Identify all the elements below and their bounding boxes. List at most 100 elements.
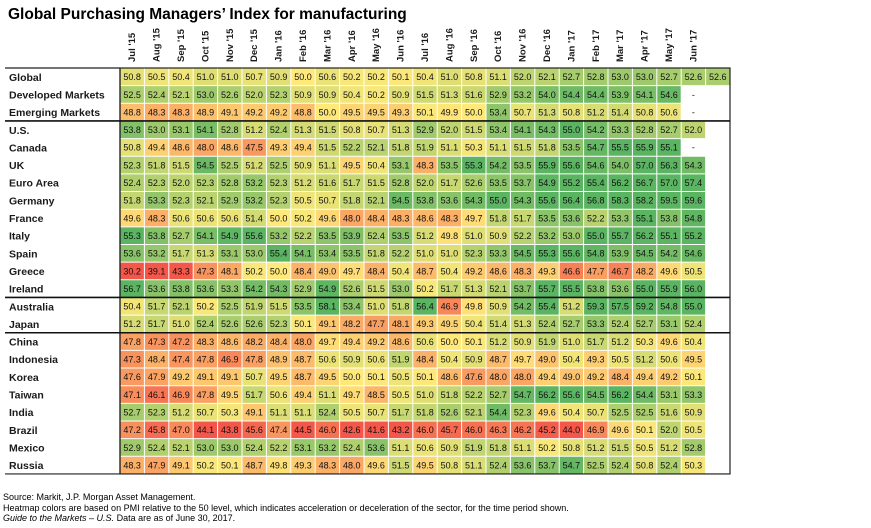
cell-value: 50.5 — [685, 266, 703, 276]
heatmap-cell — [437, 191, 462, 210]
cell-value: 51.8 — [416, 407, 434, 417]
cell-value: 55.5 — [611, 143, 629, 153]
cell-value: 51.8 — [489, 443, 507, 453]
heatmap-cell — [120, 297, 145, 316]
heatmap-cell — [193, 85, 218, 104]
heatmap-cell — [364, 68, 389, 86]
cell-value: 54.1 — [514, 125, 532, 135]
heatmap-cell — [339, 385, 364, 404]
cell-value: 52.5 — [636, 407, 654, 417]
heatmap-cell — [120, 385, 145, 404]
heatmap-cell — [315, 279, 340, 298]
heatmap-cell — [632, 191, 657, 210]
heatmap-cell — [583, 368, 608, 386]
heatmap-cell — [681, 438, 706, 457]
column-label: Feb '16 — [298, 30, 309, 62]
heatmap-cell — [168, 120, 194, 139]
heatmap-cell — [266, 120, 291, 139]
cell-value: 55.6 — [538, 196, 556, 206]
cell-value: 49.2 — [245, 107, 263, 117]
heatmap-cell — [242, 156, 267, 174]
heatmap-cell — [486, 244, 511, 263]
cell-value: 53.3 — [611, 125, 629, 135]
cell-value: 52.4 — [148, 443, 166, 453]
cell-value: 48.0 — [343, 460, 361, 470]
cell-value: 53.2 — [245, 178, 263, 188]
cell-value: 55.9 — [636, 143, 654, 153]
cell-value: - — [692, 90, 695, 100]
heatmap-cell — [608, 279, 633, 298]
heatmap-cell — [120, 332, 145, 351]
cell-value: 55.9 — [538, 160, 556, 170]
cell-value: 52.8 — [685, 443, 703, 453]
cell-value: 53.7 — [538, 460, 556, 470]
cell-value: 47.3 — [197, 266, 215, 276]
cell-value: 50.7 — [367, 407, 385, 417]
cell-value: 52.2 — [343, 143, 361, 153]
cell-value: 53.1 — [294, 443, 312, 453]
heatmap-cell — [364, 385, 389, 404]
heatmap-cell — [534, 297, 560, 316]
cell-value: 53.8 — [148, 231, 166, 241]
cell-value: 52.8 — [636, 125, 654, 135]
heatmap-cell — [266, 209, 291, 227]
heatmap-cell — [144, 279, 169, 298]
heatmap-cell — [681, 368, 706, 386]
heatmap-cell — [534, 191, 560, 210]
heatmap-cell — [168, 191, 194, 210]
heatmap-cell — [559, 120, 584, 139]
heatmap-cell — [120, 103, 145, 121]
heatmap-cell — [388, 421, 413, 439]
cell-value: 54.4 — [636, 390, 654, 400]
heatmap-cell — [559, 191, 584, 210]
heatmap-cell — [217, 68, 242, 86]
cell-value: 50.2 — [197, 302, 215, 312]
heatmap-cell — [510, 138, 535, 157]
heatmap-cell — [144, 244, 169, 263]
cell-value: 49.9 — [441, 107, 459, 117]
cell-value: 49.3 — [416, 319, 434, 329]
cell-value: 48.1 — [221, 266, 239, 276]
cell-value: 53.9 — [611, 249, 629, 259]
cell-value: 48.3 — [441, 213, 459, 223]
heatmap-cell — [510, 279, 535, 298]
heatmap-cell — [656, 350, 682, 369]
heatmap-cell — [656, 403, 682, 421]
heatmap-cell — [168, 85, 194, 104]
cell-value: 50.1 — [685, 372, 703, 382]
cell-value: 52.6 — [221, 319, 239, 329]
cell-value: 50.7 — [197, 407, 215, 417]
heatmap-cell — [193, 421, 218, 439]
cell-value: 50.4 — [685, 337, 703, 347]
cell-value: 53.1 — [392, 160, 410, 170]
cell-value: 51.0 — [416, 390, 434, 400]
cell-value: 48.4 — [294, 266, 312, 276]
cell-value: 47.8 — [197, 355, 215, 365]
heatmap-cell — [266, 173, 291, 192]
heatmap-cell — [168, 173, 194, 192]
row-label: Global — [9, 72, 42, 84]
cell-value: 52.0 — [245, 90, 263, 100]
cell-value: 54.3 — [685, 160, 703, 170]
heatmap-cell — [559, 385, 584, 404]
heatmap-cell — [144, 315, 169, 333]
heatmap-cell — [144, 262, 169, 280]
heatmap-cell — [486, 315, 511, 333]
column-label: Aug '15 — [152, 27, 163, 62]
cell-value: 51.0 — [221, 72, 239, 82]
heatmap-cell — [583, 138, 608, 157]
cell-value: 54.5 — [197, 160, 215, 170]
heatmap-cell — [364, 262, 389, 280]
column-label: Apr '17 — [640, 30, 651, 62]
heatmap-cell — [559, 421, 584, 439]
cell-value: 48.7 — [294, 355, 312, 365]
cell-value: 53.2 — [148, 249, 166, 259]
row-label: Australia — [9, 301, 54, 313]
heatmap-cell — [559, 209, 584, 227]
heatmap-cell — [656, 438, 682, 457]
cell-value: 46.0 — [465, 425, 483, 435]
cell-value: 52.4 — [148, 90, 166, 100]
cell-value: 52.2 — [514, 231, 532, 241]
heatmap-cell — [217, 350, 242, 369]
cell-value: 55.3 — [538, 249, 556, 259]
